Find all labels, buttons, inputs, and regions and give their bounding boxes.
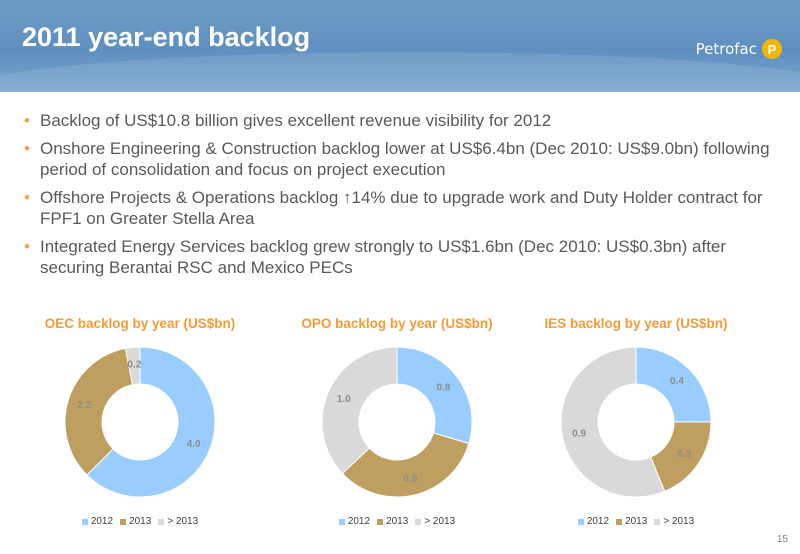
bullet-list: • Backlog of US$10.8 billion gives excel… — [24, 110, 784, 285]
slice-2013 — [64, 347, 134, 476]
legend-label: 2013 — [129, 516, 152, 527]
bullet-item: • Offshore Projects & Operations backlog… — [24, 187, 784, 229]
legend-item: 2013 — [616, 516, 647, 527]
slice-2012 — [635, 346, 712, 423]
oec-donut-chart: OEC backlog by year (US$bn) 4.0 2.2 0.2 20… — [25, 316, 255, 536]
page-number: 15 — [776, 534, 788, 545]
legend-item: > 2013 — [158, 516, 198, 527]
legend-item: > 2013 — [415, 516, 455, 527]
legend-item: 2013 — [377, 516, 408, 527]
bullet-text: Onshore Engineering & Construction backl… — [40, 139, 770, 179]
legend-label: > 2013 — [167, 516, 199, 527]
chart-title: OPO backlog by year (US$bn) — [301, 316, 493, 331]
legend-swatch — [616, 518, 623, 525]
slide-title: 2011 year-end backlog — [22, 22, 311, 52]
data-label: 0.2 — [127, 359, 141, 370]
data-label: 0.8 — [437, 382, 451, 393]
slice-2012 — [396, 346, 473, 445]
ies-donut-chart: IES backlog by year (US$bn) 0.4 0.3 0.9 20… — [521, 316, 751, 536]
data-label: 0.9 — [572, 428, 586, 439]
slice-after-2013 — [560, 346, 666, 498]
title-banner: 2011 year-end backlog Petrofac P — [0, 0, 800, 92]
bullet-text: Offshore Projects & Operations backlog ↑… — [40, 188, 763, 228]
slice-2012 — [86, 346, 216, 498]
slice-after-2013 — [124, 346, 141, 386]
legend-label: 2012 — [347, 516, 371, 527]
legend-item: > 2013 — [654, 516, 694, 527]
company-logo: Petrofac P — [696, 38, 782, 60]
bullet-dot-icon: • — [24, 237, 30, 256]
legend-swatch — [158, 518, 165, 525]
data-label: 1.0 — [337, 394, 351, 405]
chart-title: IES backlog by year (US$bn) — [544, 316, 728, 331]
donut-svg: 0.8 0.9 1.0 — [321, 346, 473, 498]
donut-svg: 0.4 0.3 0.9 — [560, 346, 712, 498]
chart-legend: 2012 2013 > 2013 — [25, 516, 255, 527]
data-label: 0.4 — [670, 376, 684, 387]
legend-label: 2013 — [386, 516, 409, 527]
chart-legend: 2012 2013 > 2013 — [282, 516, 512, 527]
bullet-text: Backlog of US$10.8 billion gives excelle… — [40, 111, 552, 130]
data-label: 2.2 — [78, 400, 92, 411]
legend-swatch — [577, 518, 584, 525]
logo-wordmark: Petrofac — [695, 40, 757, 58]
logo-mark-icon: P — [762, 39, 782, 59]
legend-item: 2012 — [81, 516, 114, 527]
chart-legend: 2012 2013 > 2013 — [521, 516, 751, 527]
data-label: 0.9 — [403, 473, 417, 484]
bullet-item: • Onshore Engineering & Construction bac… — [24, 138, 784, 180]
donut-svg: 4.0 2.2 0.2 — [64, 346, 216, 498]
legend-label: 2012 — [90, 516, 114, 527]
bullet-dot-icon: • — [24, 188, 30, 207]
data-label: 0.3 — [677, 449, 691, 460]
banner-swoosh — [0, 52, 800, 92]
bullet-text: Integrated Energy Services backlog grew … — [40, 237, 727, 277]
legend-label: > 2013 — [663, 516, 695, 527]
legend-swatch — [338, 518, 345, 525]
legend-swatch — [377, 518, 384, 525]
bullet-dot-icon: • — [24, 111, 30, 130]
data-label: 4.0 — [187, 439, 201, 450]
legend-swatch — [81, 518, 88, 525]
legend-item: 2012 — [577, 516, 610, 527]
legend-label: 2013 — [625, 516, 648, 527]
legend-swatch — [654, 518, 661, 525]
bullet-item: • Backlog of US$10.8 billion gives excel… — [24, 110, 784, 131]
legend-item: 2012 — [338, 516, 371, 527]
legend-item: 2013 — [120, 516, 151, 527]
legend-label: 2012 — [586, 516, 610, 527]
chart-title: OEC backlog by year (US$bn) — [44, 316, 236, 331]
legend-swatch — [415, 518, 422, 525]
bullet-item: • Integrated Energy Services backlog gre… — [24, 236, 784, 278]
opo-donut-chart: OPO backlog by year (US$bn) 0.8 0.9 1.0 20… — [282, 316, 512, 536]
legend-label: > 2013 — [424, 516, 456, 527]
slice-2013 — [341, 432, 470, 498]
bullet-dot-icon: • — [24, 139, 30, 158]
slice-after-2013 — [321, 346, 398, 475]
legend-swatch — [120, 518, 127, 525]
